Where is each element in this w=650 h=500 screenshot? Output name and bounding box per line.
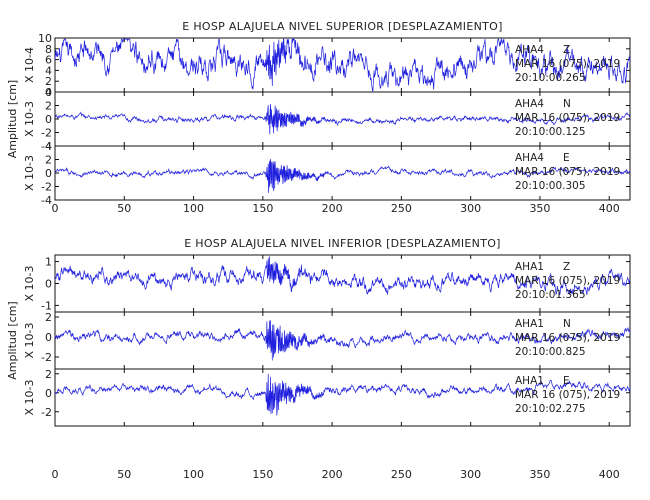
scale-label: X 10-4 [23,47,36,83]
scale-label: X 10-3 [23,380,36,416]
scale-label: X 10-3 [23,323,36,359]
x-tick-label: 200 [322,468,343,481]
y-tick-label: 2 [45,311,52,324]
x-tick-label: 350 [529,468,550,481]
y-tick-label: -2 [41,127,52,140]
time-label: 20:10:00.265 [515,72,586,84]
y-tick-label: 2 [45,100,52,113]
component-label: E [563,152,570,164]
y-tick-label: 4 [45,64,52,77]
seismic-trace [54,103,631,135]
y-tick-label: 0 [45,387,52,400]
x-tick-label: 200 [322,202,343,215]
seismic-trace [54,37,631,92]
date-label: MAR 16 (075), 2019 [515,332,620,344]
y-tick-label: 1 [45,256,52,269]
chart-title: E HOSP ALAJUELA NIVEL SUPERIOR [DESPLAZA… [182,20,502,33]
component-label: Z [563,261,570,273]
y-tick-label: 2 [45,154,52,167]
chart-group-1: E HOSP ALAJUELA NIVEL SUPERIOR [DESPLAZA… [6,20,631,215]
seismic-trace [54,320,631,361]
x-tick-label: 0 [52,202,59,215]
x-tick-label: 350 [529,202,550,215]
y-tick-label: 0 [45,278,52,291]
y-tick-label: 0 [45,167,52,180]
station-label: AHA1 [515,261,544,273]
seismic-trace [54,373,631,416]
y-axis-label: Amplitud [cm] [6,301,19,379]
y-tick-label: 8 [45,43,52,56]
x-tick-label: 100 [183,468,204,481]
y-tick-label: -2 [41,181,52,194]
x-tick-label: 250 [391,468,412,481]
x-tick-label: 50 [117,468,131,481]
time-label: 20:10:00.825 [515,346,586,358]
seismic-trace [54,158,631,193]
y-tick-label: 2 [45,368,52,381]
scale-label: X 10-3 [23,266,36,302]
y-tick-label: -2 [41,351,52,364]
y-tick-label: 6 [45,54,52,67]
date-label: MAR 16 (075), 2019 [515,166,620,178]
y-tick-label: 2 [45,75,52,88]
station-label: AHA4 [515,152,544,164]
date-label: MAR 16 (075), 2019 [515,112,620,124]
x-tick-label: 100 [183,202,204,215]
y-tick-label: -4 [41,140,52,153]
chart-title: E HOSP ALAJUELA NIVEL INFERIOR [DESPLAZA… [184,237,501,250]
y-axis-label: Amplitud [cm] [6,80,19,158]
seismic-trace [54,256,631,296]
x-tick-label: 300 [460,202,481,215]
component-label: N [563,98,571,110]
y-tick-label: 4 [45,140,52,153]
x-tick-label: 400 [599,202,620,215]
x-tick-label: 50 [117,202,131,215]
y-tick-label: 0 [45,86,52,99]
chart-group-2: E HOSP ALAJUELA NIVEL INFERIOR [DESPLAZA… [6,237,631,481]
x-tick-label: 0 [52,468,59,481]
component-label: E [563,375,570,387]
time-label: 20:10:02.275 [515,403,586,415]
y-tick-label: -4 [41,194,52,207]
y-tick-label: -1 [41,299,52,312]
panel-AHA1-N: -2 0 2 X 10-3 AHA1 N MAR 16 (075), 2019 20:10:0… [23,311,631,370]
y-tick-label: -2 [41,406,52,419]
station-label: AHA1 [515,375,544,387]
x-tick-label: 150 [252,202,273,215]
y-tick-label: 4 [45,86,52,99]
component-label: Z [563,44,570,56]
time-label: 20:10:00.305 [515,180,586,192]
date-label: MAR 16 (075), 2019 [515,58,620,70]
x-tick-label: 150 [252,468,273,481]
scale-label: X 10-3 [23,101,36,137]
date-label: MAR 16 (075), 2019 [515,389,620,401]
station-label: AHA1 [515,318,544,330]
station-label: AHA4 [515,98,544,110]
scale-label: X 10-3 [23,155,36,191]
x-tick-label: 300 [460,468,481,481]
y-tick-label: 0 [45,113,52,126]
date-label: MAR 16 (075), 2019 [515,275,620,287]
x-tick-label: 400 [599,468,620,481]
panel-AHA1-Z: -1 0 1 X 10-3 AHA1 Z MAR 16 (075), 2019 20:10:0… [23,254,631,313]
component-label: N [563,318,571,330]
y-tick-label: 0 [45,331,52,344]
panel-frame [54,368,631,427]
time-label: 20:10:01.365 [515,289,586,301]
x-tick-label: 250 [391,202,412,215]
panel-AHA1-E: -2 0 2 X 10-3 AHA1 E MAR 16 (075), 2019 20:10:0… [23,368,631,427]
station-label: AHA4 [515,44,544,56]
time-label: 20:10:00.125 [515,126,586,138]
y-tick-label: 10 [38,32,52,45]
